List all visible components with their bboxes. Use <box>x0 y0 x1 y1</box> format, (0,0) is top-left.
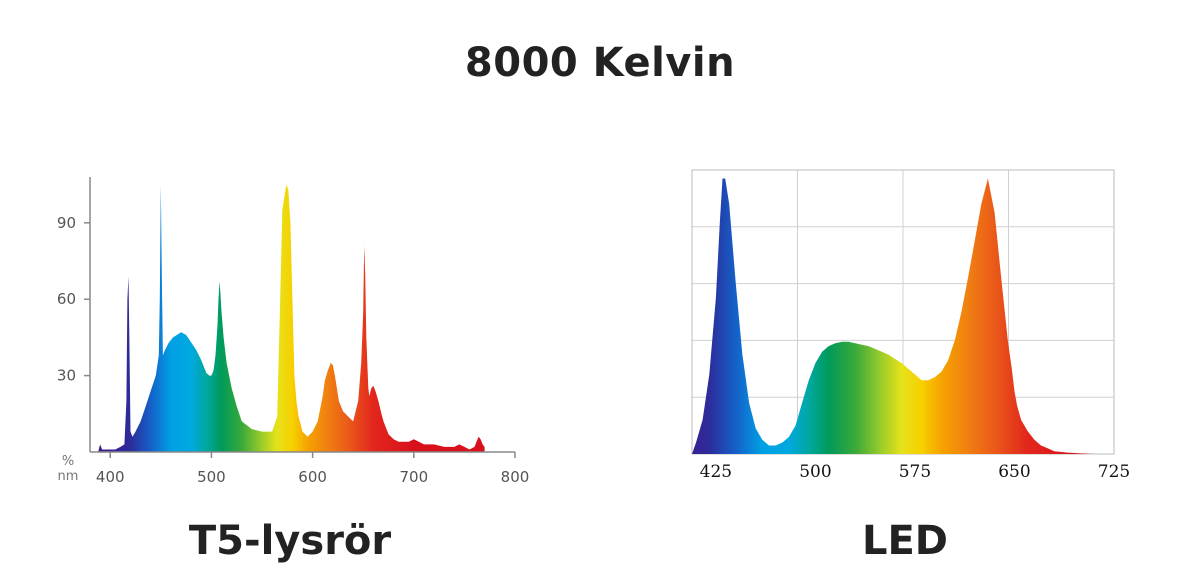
y-unit-label: % <box>62 454 74 469</box>
y-tick-label: 30 <box>57 367 76 385</box>
x-tick-label: 400 <box>96 468 125 486</box>
x-tick-label: 800 <box>501 468 530 486</box>
x-tick-label: 500 <box>799 462 831 482</box>
spectrum-area <box>98 184 485 452</box>
t5-caption: T5-lysrör <box>188 518 392 564</box>
x-tick-label: 650 <box>998 462 1030 482</box>
spectrum-area <box>692 178 1114 454</box>
x-unit-label: nm <box>58 469 79 484</box>
x-tick-label: 500 <box>197 468 226 486</box>
led-spectrum-chart: 425 500 575 650 725 <box>691 169 1130 482</box>
page-title: 8000 Kelvin <box>464 40 736 86</box>
x-tick-label: 725 <box>1098 462 1130 482</box>
x-tick-label: 700 <box>399 468 428 486</box>
t5-spectrum-chart: 30 60 90%nm 400 500 600 700 800 <box>57 177 529 486</box>
x-tick-label: 600 <box>298 468 327 486</box>
led-caption: LED <box>861 518 948 564</box>
x-tick-label: 425 <box>700 462 732 482</box>
y-tick-label: 90 <box>57 214 76 232</box>
y-tick-label: 60 <box>57 290 76 308</box>
x-tick-label: 575 <box>899 462 931 482</box>
